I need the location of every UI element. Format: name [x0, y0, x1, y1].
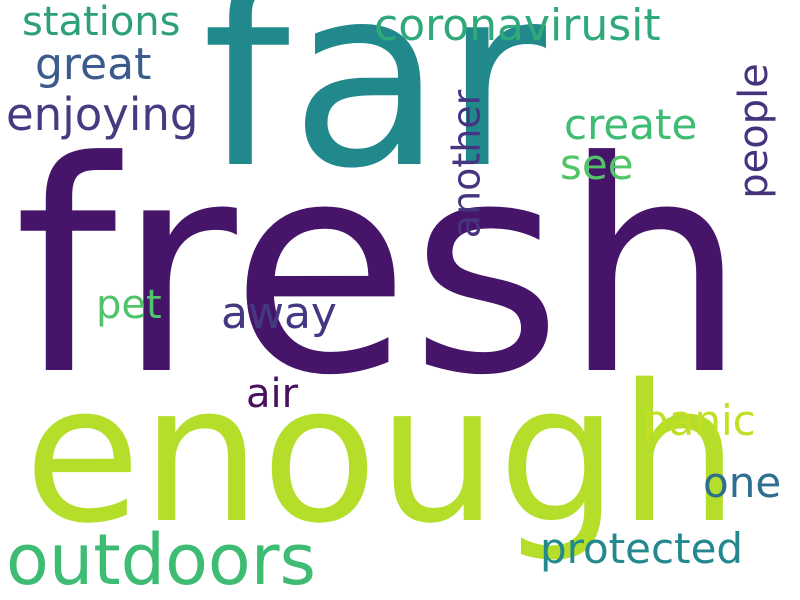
word-pet: pet [96, 282, 162, 328]
word-protected: protected [540, 524, 744, 573]
word-far: far [202, 0, 546, 223]
word-stations: stations [22, 0, 181, 45]
word-another: another [444, 89, 489, 239]
word-coronavirusit: coronavirusit [374, 0, 661, 51]
word-great: great [35, 39, 152, 90]
word-outdoors: outdoors [6, 519, 316, 600]
word-one: one [703, 458, 782, 507]
word-create: create [564, 100, 698, 149]
word-enough: enough [24, 344, 740, 565]
word-enjoying: enjoying [6, 88, 199, 141]
word-air: air [246, 371, 299, 417]
word-people: people [730, 63, 777, 199]
word-panic: panic [642, 396, 756, 445]
word-away: away [221, 288, 337, 339]
word-fresh: fresh [14, 99, 748, 439]
word-see: see [560, 140, 634, 189]
